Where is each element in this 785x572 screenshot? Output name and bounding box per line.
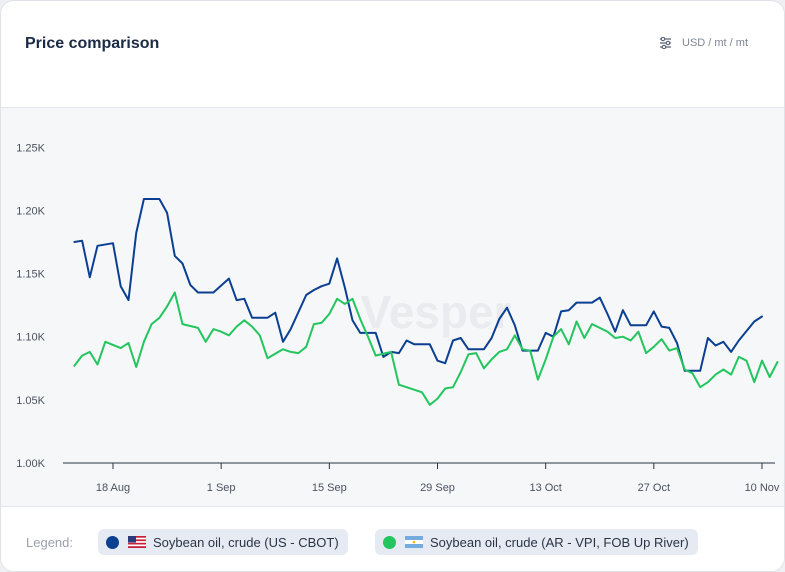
legend-item-label: Soybean oil, crude (AR - VPI, FOB Up Riv…	[430, 534, 689, 550]
y-tick-label: 1.25K	[16, 142, 45, 154]
sliders-icon[interactable]	[659, 37, 672, 49]
legend-item-ar-vpi[interactable]: Soybean oil, crude (AR - VPI, FOB Up Riv…	[375, 529, 698, 555]
x-tick-label: 29 Sep	[420, 482, 455, 494]
us-flag-icon	[128, 536, 146, 548]
legend-item-us-cbot[interactable]: Soybean oil, crude (US - CBOT)	[98, 529, 348, 555]
chart-title: Price comparison	[25, 35, 160, 52]
watermark-text: Vesper	[361, 286, 512, 338]
x-tick-label: 1 Sep	[207, 482, 236, 494]
ar-flag-icon	[405, 536, 423, 548]
line-chart: Vesper 1.00K 1.05K 1.10K 1.15K 1.20K 1.25K 18 …	[16, 142, 780, 494]
series-color-dot	[383, 535, 396, 549]
chart-area: Vesper 1.00K 1.05K 1.10K 1.15K 1.20K 1.25K 18 …	[1, 108, 784, 506]
x-tick-label: 10 Nov	[745, 482, 780, 494]
unit-label: USD / mt / mt	[682, 37, 748, 49]
y-tick-label: 1.10K	[16, 332, 45, 344]
x-tick-label: 13 Oct	[529, 482, 561, 494]
legend-bar: Legend: Soybean oil, crude (US - CBOT)	[1, 506, 784, 571]
x-tick-label: 18 Aug	[96, 482, 130, 494]
card-header: Price comparison USD / mt / mt	[1, 1, 784, 108]
y-tick-label: 1.05K	[16, 395, 45, 407]
series-line-us-cbot[interactable]	[73, 198, 763, 372]
x-tick-label: 15 Sep	[312, 482, 347, 494]
y-tick-label: 1.00K	[16, 458, 45, 470]
series-line-ar-vpi[interactable]	[73, 291, 779, 406]
series-color-dot	[106, 535, 119, 549]
legend-label: Legend:	[26, 535, 73, 550]
unit-selector[interactable]: USD / mt / mt	[659, 37, 748, 49]
y-tick-label: 1.15K	[16, 269, 45, 281]
legend-item-label: Soybean oil, crude (US - CBOT)	[153, 534, 339, 550]
y-tick-label: 1.20K	[16, 205, 45, 217]
x-tick-label: 27 Oct	[638, 482, 670, 494]
